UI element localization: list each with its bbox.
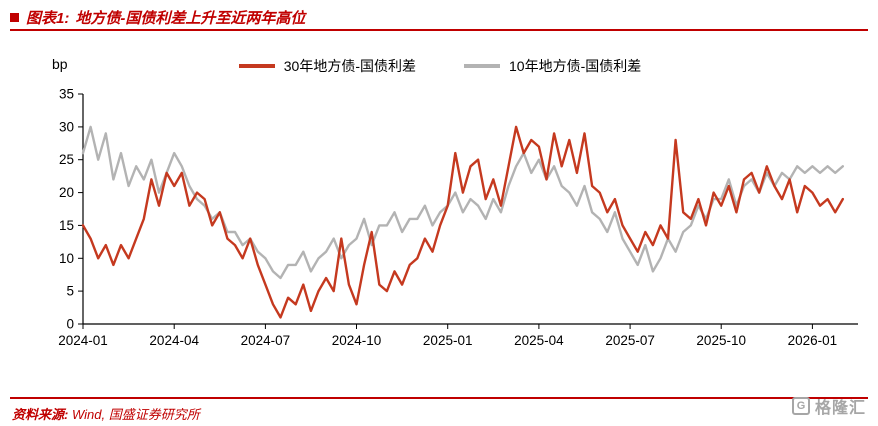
svg-text:2024-10: 2024-10 (332, 333, 382, 348)
title-bullet-icon (10, 13, 19, 22)
svg-text:2025-01: 2025-01 (423, 333, 473, 348)
svg-text:25: 25 (59, 152, 74, 167)
svg-text:2025-04: 2025-04 (514, 333, 564, 348)
gelonghui-logo-icon: G (791, 397, 810, 415)
svg-text:10: 10 (59, 251, 74, 266)
legend-label-10y: 10年地方债-国债利差 (509, 58, 642, 74)
gelonghui-logo-text: 格隆汇 (814, 400, 866, 417)
legend-swatch-30y (238, 64, 275, 68)
svg-text:0: 0 (66, 317, 74, 332)
svg-text:2024-07: 2024-07 (241, 333, 291, 348)
svg-text:35: 35 (59, 87, 74, 102)
footer-divider (10, 397, 868, 399)
svg-text:2024-04: 2024-04 (149, 333, 199, 348)
svg-text:2026-01: 2026-01 (788, 333, 838, 348)
source-label: 资料来源: (12, 407, 69, 422)
line-chart-canvas: 0 5 10 15 20 25 30 35 2024-01 2024-04 2024-07 2024-… (58, 87, 858, 348)
header-divider (10, 29, 868, 31)
legend-item-10y: 10年地方债-国债利差 (464, 56, 641, 76)
svg-text:2025-07: 2025-07 (605, 333, 655, 348)
svg-text:2025-10: 2025-10 (696, 333, 746, 348)
legend-swatch-10y (464, 64, 500, 68)
svg-text:5: 5 (66, 284, 74, 299)
gelonghui-logo: G 格隆汇 (791, 394, 866, 418)
y-axis-label: bp (52, 56, 68, 72)
svg-text:30: 30 (59, 119, 74, 134)
figure-title-prefix: 图表1: (26, 10, 70, 27)
source-text: Wind, 国盛证券研究所 (71, 407, 200, 422)
svg-text:20: 20 (59, 185, 74, 200)
figure-title-text: 地方债-国债利差上升至近两年高位 (75, 10, 306, 27)
figure-title: 图表1: 地方债-国债利差上升至近两年高位 (26, 7, 305, 28)
legend-item-30y: 30年地方债-国债利差 (238, 56, 416, 76)
figure-header: 图表1: 地方债-国债利差上升至近两年高位 (10, 7, 305, 28)
svg-text:15: 15 (59, 218, 74, 233)
source-note: 资料来源: Wind, 国盛证券研究所 (12, 404, 200, 423)
legend-label-30y: 30年地方债-国债利差 (283, 58, 416, 74)
legend: 30年地方债-国债利差 10年地方债-国债利差 (90, 56, 790, 76)
svg-text:2024-01: 2024-01 (58, 333, 108, 348)
